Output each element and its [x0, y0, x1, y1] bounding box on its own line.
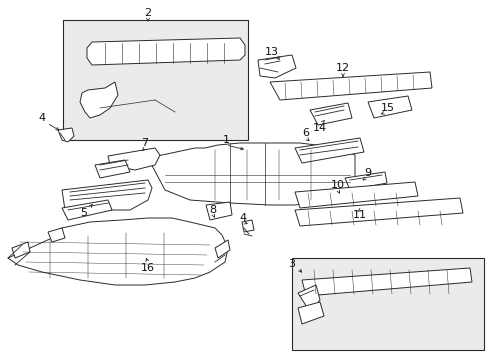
Text: 12: 12	[335, 63, 349, 73]
Polygon shape	[297, 285, 319, 312]
FancyBboxPatch shape	[63, 20, 247, 140]
Text: 11: 11	[352, 210, 366, 220]
Text: 4: 4	[39, 113, 45, 123]
Polygon shape	[309, 103, 351, 125]
Polygon shape	[367, 96, 411, 118]
Polygon shape	[62, 200, 112, 220]
Polygon shape	[215, 240, 229, 258]
Text: 15: 15	[380, 103, 394, 113]
Text: 7: 7	[141, 138, 148, 148]
Polygon shape	[108, 148, 160, 170]
Polygon shape	[297, 302, 324, 324]
Text: 16: 16	[141, 263, 155, 273]
Text: 8: 8	[209, 205, 216, 215]
Polygon shape	[48, 228, 65, 242]
Text: 13: 13	[264, 47, 279, 57]
Polygon shape	[294, 182, 417, 208]
Polygon shape	[12, 242, 30, 258]
Text: 5: 5	[81, 208, 87, 218]
Text: 2: 2	[144, 8, 151, 18]
Polygon shape	[95, 160, 130, 178]
Text: 9: 9	[364, 168, 371, 178]
Polygon shape	[87, 38, 244, 65]
Text: 3: 3	[288, 259, 295, 269]
Polygon shape	[205, 202, 231, 220]
Text: 4: 4	[239, 213, 246, 223]
Polygon shape	[269, 72, 431, 100]
Polygon shape	[258, 55, 295, 78]
Polygon shape	[302, 268, 471, 296]
Text: 10: 10	[330, 180, 345, 190]
Text: 1: 1	[222, 135, 229, 145]
Polygon shape	[8, 218, 227, 285]
Polygon shape	[62, 180, 152, 210]
Polygon shape	[58, 128, 74, 142]
FancyBboxPatch shape	[291, 258, 483, 350]
Polygon shape	[80, 82, 118, 118]
Polygon shape	[294, 138, 363, 163]
Polygon shape	[148, 143, 354, 205]
Polygon shape	[294, 198, 462, 226]
Polygon shape	[242, 220, 253, 232]
Polygon shape	[345, 172, 386, 190]
Text: 14: 14	[312, 123, 326, 133]
Text: 6: 6	[302, 128, 309, 138]
